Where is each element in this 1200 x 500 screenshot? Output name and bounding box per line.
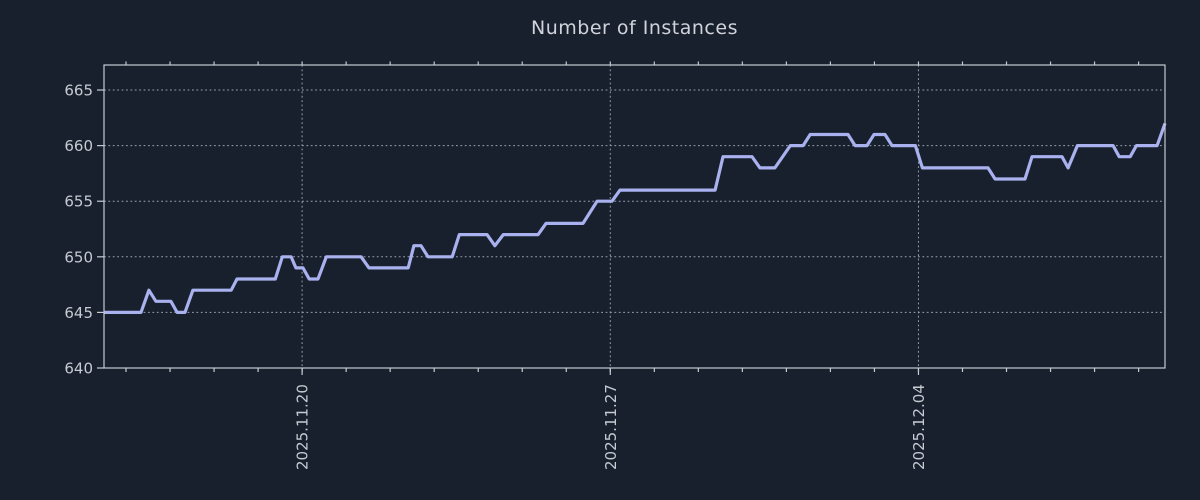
x-tick-label: 2025.12.04 — [910, 384, 928, 470]
y-tick-label: 645 — [64, 304, 93, 322]
y-tick-label: 655 — [64, 193, 93, 211]
series-line — [104, 122, 1167, 314]
chart-title: Number of Instances — [531, 17, 738, 39]
y-tick-label: 640 — [64, 360, 93, 378]
y-tick-label: 650 — [64, 248, 93, 266]
y-tick-label: 660 — [64, 137, 93, 155]
y-tick-label: 665 — [64, 82, 93, 100]
plot-frame — [103, 64, 1166, 369]
x-tick-label: 2025.11.27 — [602, 384, 620, 470]
x-tick-label: 2025.11.20 — [294, 384, 312, 470]
